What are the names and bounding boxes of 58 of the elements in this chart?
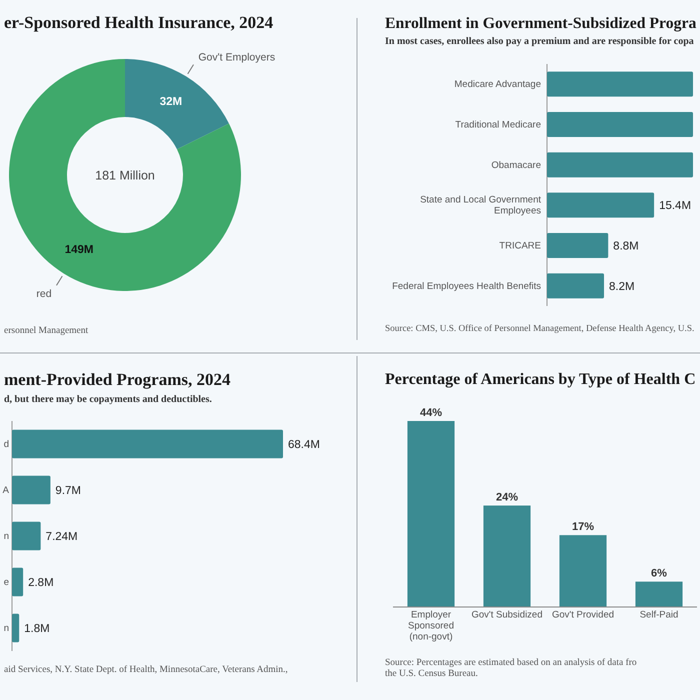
- chart-title: er-Sponsored Health Insurance, 2024: [4, 13, 274, 32]
- text: ersonnel Management: [4, 326, 89, 336]
- bar: [559, 535, 607, 607]
- data-label: 149M: [64, 244, 94, 256]
- x-tick-label: Gov't Provided: [552, 610, 614, 621]
- data-label: 9.7M: [55, 485, 82, 498]
- chart-subtitle: In most cases, enrollees also pay a premium and are responsible for copa: [385, 36, 694, 47]
- x-tick-label: Self-Paid: [640, 610, 678, 621]
- chart-subtitle: d, but there may be copayments and deductibles.: [4, 394, 212, 405]
- y-tick-label: TRICARE: [499, 240, 541, 252]
- bar: [635, 582, 683, 607]
- bar: [407, 421, 455, 607]
- y-tick-label: State and Local Government Employees: [420, 194, 542, 217]
- bar: [12, 476, 50, 504]
- bar: [483, 506, 531, 607]
- x-tick-label: Gov't Subsidized: [472, 610, 542, 621]
- data-label: 1.8M: [24, 623, 50, 636]
- y-tick-label: A: [2, 485, 10, 496]
- data-label: 7.24M: [46, 531, 78, 544]
- slice-label: red: [36, 288, 52, 300]
- data-label: 24%: [496, 492, 518, 504]
- data-label: 6%: [651, 568, 668, 580]
- bar: [547, 72, 693, 97]
- data-label: 15.4M: [659, 200, 692, 212]
- x-tick-label: Employer Sponsored (non-govt): [408, 610, 454, 643]
- bar: [12, 614, 20, 642]
- data-label: 68.4M: [288, 439, 320, 452]
- data-label: 17%: [572, 521, 594, 534]
- y-tick-label: n: [4, 531, 9, 542]
- text: the U.S. Census Bureau.: [385, 669, 478, 679]
- bar: [12, 430, 283, 458]
- data-label: 32M: [160, 96, 182, 108]
- data-label: 44%: [420, 407, 442, 419]
- bar: [12, 522, 41, 550]
- y-tick-label: e: [4, 577, 9, 588]
- chart-title: ment-Provided Programs, 2024: [4, 370, 231, 389]
- y-tick-label: Medicare Advantage: [454, 79, 541, 90]
- text: aid Services, N.Y. State Dept. of Health, MinnesotaCare, Veterans Admin.,: [4, 665, 288, 675]
- text: 181 Million: [95, 168, 155, 182]
- y-tick-label: Obamacare: [491, 160, 541, 171]
- bar: [547, 232, 608, 258]
- chart-title: Percentage of Americans by Type of Health C: [385, 371, 696, 388]
- bar: [547, 152, 693, 178]
- bar: [547, 273, 604, 298]
- data-label: 8.8M: [613, 240, 639, 253]
- y-tick-label: Federal Employees Health Benefits: [392, 280, 542, 292]
- source-note: Source: Percentages are estimated based on an analysis of data fro: [385, 658, 637, 668]
- data-label: 2.8M: [28, 577, 54, 590]
- bar: [12, 568, 24, 596]
- chart-title: Enrollment in Government-Subsidized Progra: [385, 15, 696, 32]
- slice-label: Gov't Employers: [198, 51, 276, 64]
- bar: [547, 112, 693, 138]
- data-label: 8.2M: [609, 280, 635, 293]
- y-tick-label: n: [4, 623, 9, 634]
- y-tick-label: d: [4, 439, 9, 450]
- source-note: Source: CMS, U.S. Office of Personnel Management, Defense Health Agency, U.S.: [385, 324, 694, 334]
- y-tick-label: Traditional Medicare: [455, 120, 541, 131]
- bar: [547, 192, 654, 218]
